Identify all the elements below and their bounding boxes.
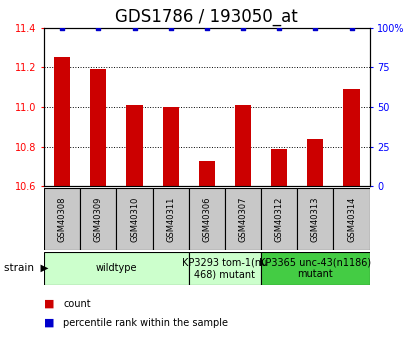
Bar	[90, 69, 107, 186]
Bar	[152, 188, 189, 250]
Bar	[297, 188, 333, 250]
Text: GSM40314: GSM40314	[347, 196, 356, 242]
Text: GSM40313: GSM40313	[311, 196, 320, 242]
Text: wildtype: wildtype	[96, 263, 137, 273]
Bar	[54, 57, 70, 186]
Bar	[189, 188, 225, 250]
Text: KP3293 tom-1(nu
468) mutant: KP3293 tom-1(nu 468) mutant	[182, 257, 268, 279]
Bar	[235, 105, 251, 186]
Bar	[307, 139, 323, 186]
Bar	[80, 188, 116, 250]
Bar	[271, 149, 287, 186]
Text: GSM40309: GSM40309	[94, 196, 103, 242]
Bar	[199, 160, 215, 186]
Point	[59, 25, 66, 30]
Bar	[333, 188, 370, 250]
Text: strain  ▶: strain ▶	[4, 263, 49, 273]
Text: KP3365 unc-43(n1186)
mutant: KP3365 unc-43(n1186) mutant	[259, 257, 371, 279]
Bar	[344, 89, 360, 186]
Text: GSM40307: GSM40307	[239, 196, 247, 242]
Bar	[189, 252, 261, 285]
Text: GSM40311: GSM40311	[166, 196, 175, 242]
Bar	[44, 252, 189, 285]
Bar	[116, 188, 152, 250]
Bar	[225, 188, 261, 250]
Text: GSM40312: GSM40312	[275, 196, 284, 242]
Text: percentile rank within the sample: percentile rank within the sample	[63, 318, 228, 327]
Point	[348, 25, 355, 30]
Text: GSM40308: GSM40308	[58, 196, 67, 242]
Bar	[261, 252, 370, 285]
Text: GSM40306: GSM40306	[202, 196, 211, 242]
Title: GDS1786 / 193050_at: GDS1786 / 193050_at	[116, 8, 298, 26]
Point	[240, 25, 247, 30]
Point	[167, 25, 174, 30]
Point	[276, 25, 283, 30]
Point	[312, 25, 319, 30]
Text: ■: ■	[44, 318, 55, 327]
Bar	[126, 105, 143, 186]
Bar	[261, 188, 297, 250]
Text: GSM40310: GSM40310	[130, 196, 139, 242]
Bar	[44, 188, 80, 250]
Point	[204, 25, 210, 30]
Text: count: count	[63, 299, 91, 308]
Bar	[163, 107, 179, 186]
Point	[95, 25, 102, 30]
Text: ■: ■	[44, 299, 55, 308]
Point	[131, 25, 138, 30]
